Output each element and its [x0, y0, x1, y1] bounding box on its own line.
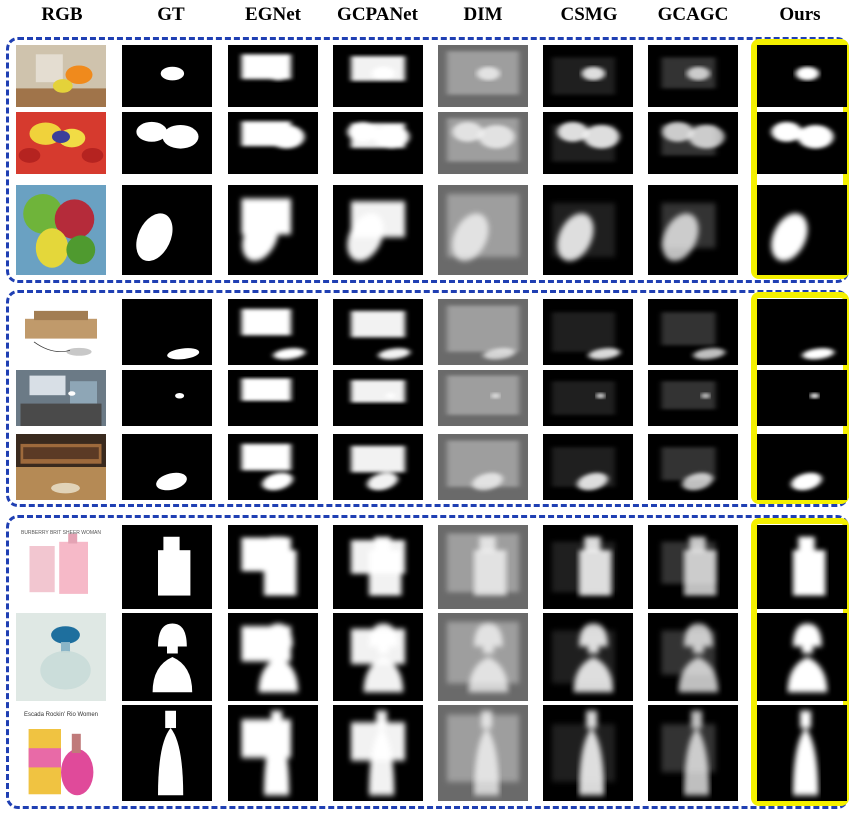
cell-gt-row8 — [122, 613, 212, 701]
cell-gcpanet-row3 — [333, 185, 423, 275]
cell-csmg-row3 — [543, 185, 633, 275]
cell-dim-row2 — [438, 112, 528, 174]
cell-gcpanet-row2 — [333, 112, 423, 174]
cell-gt-row9 — [122, 705, 212, 801]
cell-csmg-row2 — [543, 112, 633, 174]
header-gcpanet: GCPANet — [337, 4, 418, 25]
cell-dim-row4 — [438, 299, 528, 365]
cell-ours-row1 — [757, 45, 847, 107]
cell-rgb-row4 — [16, 299, 106, 365]
cell-dim-row9 — [438, 705, 528, 801]
cell-gcagc-row8 — [648, 613, 738, 701]
cell-rgb-row7 — [16, 525, 106, 609]
cell-gcpanet-row8 — [333, 613, 423, 701]
cell-rgb-row5 — [16, 370, 106, 426]
cell-gt-row3 — [122, 185, 212, 275]
cell-egnet-row4 — [228, 299, 318, 365]
caption-escada: Escada Rockin' Rio Women — [23, 712, 99, 718]
cell-csmg-row4 — [543, 299, 633, 365]
cell-rgb-row3 — [16, 185, 106, 275]
cell-gt-row1 — [122, 45, 212, 107]
header-egnet: EGNet — [245, 4, 301, 25]
cell-gcagc-row7 — [648, 525, 738, 609]
cell-rgb-row6 — [16, 434, 106, 500]
header-dim: DIM — [463, 4, 503, 25]
cell-ours-row8 — [757, 613, 847, 701]
cell-gcagc-row9 — [648, 705, 738, 801]
cell-gcpanet-row1 — [333, 45, 423, 107]
cell-dim-row7 — [438, 525, 528, 609]
cell-gcpanet-row4 — [333, 299, 423, 365]
cell-egnet-row8 — [228, 613, 318, 701]
cell-gcagc-row2 — [648, 112, 738, 174]
header-csmg: CSMG — [560, 4, 618, 25]
cell-gt-row4 — [122, 299, 212, 365]
cell-egnet-row6 — [228, 434, 318, 500]
cell-gcpanet-row5 — [333, 370, 423, 426]
cell-ours-row3 — [757, 185, 847, 275]
cell-gcagc-row3 — [648, 185, 738, 275]
cell-csmg-row1 — [543, 45, 633, 107]
cell-gt-row7 — [122, 525, 212, 609]
cell-egnet-row9 — [228, 705, 318, 801]
cell-dim-row8 — [438, 613, 528, 701]
header-gt: GT — [157, 4, 185, 25]
cell-rgb-row9 — [16, 705, 106, 801]
header-rgb: RGB — [41, 4, 83, 25]
cell-egnet-row3 — [228, 185, 318, 275]
cell-ours-row2 — [757, 112, 847, 174]
cell-dim-row3 — [438, 185, 528, 275]
cell-ours-row5 — [757, 370, 847, 426]
caption-burberry: BURBERRY BRIT SHEER WOMAN — [20, 530, 101, 536]
cell-dim-row1 — [438, 45, 528, 107]
cell-ours-row6 — [757, 434, 847, 500]
header-gcagc: GCAGC — [657, 4, 729, 25]
cell-csmg-row7 — [543, 525, 633, 609]
cell-rgb-row8 — [16, 613, 106, 701]
cell-egnet-row7 — [228, 525, 318, 609]
cell-ours-row9 — [757, 705, 847, 801]
cell-egnet-row5 — [228, 370, 318, 426]
cell-csmg-row8 — [543, 613, 633, 701]
cell-gcagc-row1 — [648, 45, 738, 107]
cell-gcpanet-row7 — [333, 525, 423, 609]
cell-ours-row4 — [757, 299, 847, 365]
cell-gcagc-row6 — [648, 434, 738, 500]
cell-egnet-row2 — [228, 112, 318, 174]
cell-gt-row6 — [122, 434, 212, 500]
cell-gcagc-row4 — [648, 299, 738, 365]
cell-csmg-row9 — [543, 705, 633, 801]
cell-rgb-row1 — [16, 45, 106, 107]
header-ours: Ours — [779, 4, 821, 25]
cell-gcpanet-row9 — [333, 705, 423, 801]
cell-csmg-row5 — [543, 370, 633, 426]
cell-dim-row6 — [438, 434, 528, 500]
cell-csmg-row6 — [543, 434, 633, 500]
cell-egnet-row1 — [228, 45, 318, 107]
cell-gcagc-row5 — [648, 370, 738, 426]
cell-gcpanet-row6 — [333, 434, 423, 500]
cell-gt-row5 — [122, 370, 212, 426]
cell-gt-row2 — [122, 112, 212, 174]
cell-dim-row5 — [438, 370, 528, 426]
cell-ours-row7 — [757, 525, 847, 609]
cell-rgb-row2 — [16, 112, 106, 174]
